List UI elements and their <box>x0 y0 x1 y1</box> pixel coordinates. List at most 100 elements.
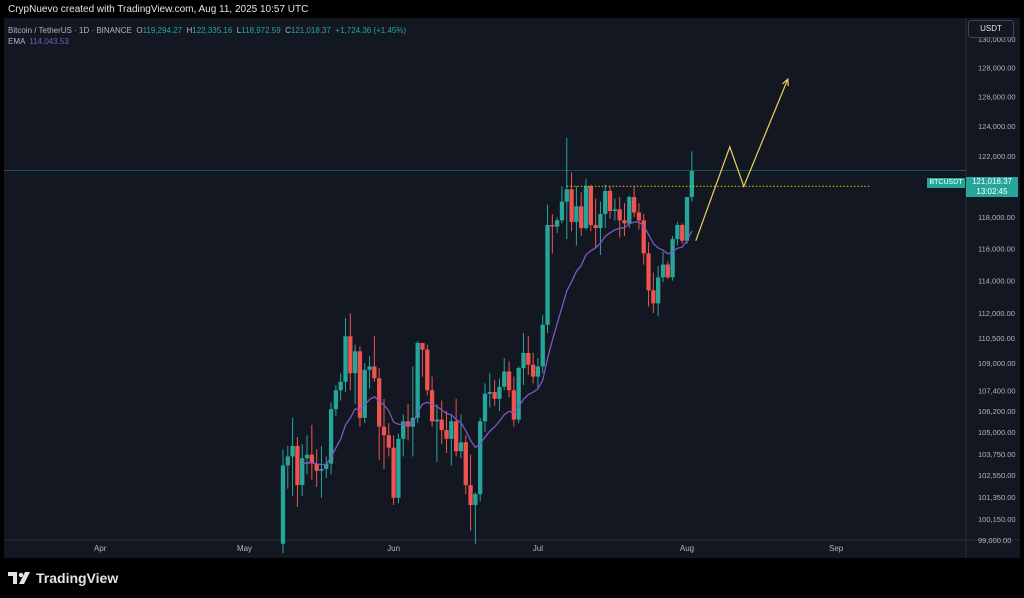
candle-body <box>449 421 454 439</box>
candle-body <box>559 201 565 221</box>
price-tick-label: 122,000.00 <box>978 152 1016 161</box>
candle-body <box>627 197 632 224</box>
price-tick-label: 124,000.00 <box>978 122 1016 131</box>
price-tick-label: 130,000.00 <box>978 35 1016 44</box>
candle-body <box>482 393 488 422</box>
candle-body <box>665 264 670 278</box>
candle-body <box>487 391 492 394</box>
candle-body <box>555 220 560 227</box>
candle-body <box>314 463 319 471</box>
last-price-value: 121,018.37 <box>971 177 1013 186</box>
time-tick-label: Apr <box>94 544 107 553</box>
price-tick-label: 106,200.00 <box>978 407 1016 416</box>
candle-body <box>357 351 363 418</box>
candle-body <box>333 390 339 410</box>
candle-body <box>603 190 608 215</box>
brand-name: TradingView <box>36 570 119 586</box>
candle-body <box>612 209 618 211</box>
candle-body <box>550 224 555 227</box>
candle-body <box>295 445 300 486</box>
price-tick-label: 99,000.00 <box>978 536 1011 545</box>
chart-canvas[interactable]: 130,000.00 128,000.00 126,000.00 124,000.00… <box>4 18 1020 558</box>
candle-body <box>372 366 377 379</box>
legend-symbol: Bitcoin / TetherUS · 1D · BINANCE <box>8 26 132 35</box>
last-price-tag: 121,018.37 13:02:45 <box>966 177 1018 197</box>
candle-body <box>646 253 651 291</box>
projection-arrowhead <box>782 77 789 87</box>
candle-body <box>377 378 382 427</box>
top-bar: CrypNuevo created with TradingView.com, … <box>0 0 1024 18</box>
tradingview-logo-icon <box>8 572 30 584</box>
candle-body <box>598 214 603 229</box>
brand-logo[interactable]: TradingView <box>8 570 118 586</box>
attribution-text: CrypNuevo created with TradingView.com, … <box>8 4 309 15</box>
candle-body <box>583 186 589 229</box>
candle-body <box>588 186 593 225</box>
candle-body <box>636 212 642 221</box>
candle-body <box>564 189 569 202</box>
candle-body <box>439 419 444 431</box>
price-tick-label: 110,500.00 <box>978 334 1015 343</box>
candle-body <box>506 371 512 391</box>
candle-body <box>545 224 550 325</box>
candle-body <box>656 277 661 304</box>
price-tick-label: 100,150.00 <box>978 515 1016 524</box>
candle-body <box>444 430 449 439</box>
candle-body <box>473 494 478 506</box>
candle-body <box>530 364 536 377</box>
countdown-value: 13:02:45 <box>976 187 1008 196</box>
candle-body <box>348 336 353 374</box>
time-tick-label: Aug <box>680 544 694 553</box>
candle-body <box>675 224 680 240</box>
candle-body <box>511 390 517 420</box>
price-tick-label: 102,550.00 <box>978 471 1016 480</box>
chart-area[interactable]: 130,000.00 128,000.00 126,000.00 124,000.00… <box>4 18 1020 558</box>
candle-body <box>574 206 579 222</box>
candle-body <box>641 220 646 254</box>
candle-body <box>579 206 584 229</box>
candle-body <box>328 409 334 464</box>
legend-line-1: Bitcoin / TetherUS · 1D · BINANCE O119,2… <box>8 26 407 35</box>
projection-path <box>695 78 789 241</box>
candle-body <box>521 352 526 369</box>
candle-body <box>478 421 483 495</box>
candle-body <box>434 419 440 422</box>
time-tick-label: May <box>237 544 252 553</box>
candle-body <box>401 421 406 439</box>
price-tick-label: 118,000.00 <box>978 213 1015 222</box>
currency-button[interactable]: USDT <box>968 20 1014 38</box>
candle-body <box>535 366 541 377</box>
price-tick-label: 105,000.00 <box>978 428 1016 437</box>
candle-body <box>689 171 694 198</box>
candle-body <box>617 209 622 221</box>
candle-body <box>569 189 574 222</box>
candle-body <box>622 220 627 224</box>
candle-body <box>396 438 401 498</box>
candle-body <box>670 239 675 278</box>
candle-body <box>300 458 305 486</box>
legend-ema-label: EMA <box>8 37 25 46</box>
candle-body <box>680 224 685 241</box>
candle-body <box>391 447 396 498</box>
candle-body <box>319 468 324 471</box>
chart-legend: Bitcoin / TetherUS · 1D · BINANCE O119,2… <box>8 25 406 47</box>
candle-body <box>516 368 521 420</box>
legend-change: +1,724.36 (+1.45%) <box>335 26 407 35</box>
time-tick-label: Jul <box>533 544 543 553</box>
candle-body <box>367 366 372 370</box>
legend-open: 119,294.27 <box>142 26 183 35</box>
candle-body <box>497 386 502 399</box>
candle-body <box>684 197 690 241</box>
candle-body <box>420 342 425 350</box>
candle-body <box>492 391 497 399</box>
candle-body <box>468 485 473 506</box>
price-tick-label: 101,350.00 <box>978 493 1016 502</box>
legend-ema-value: 114,043.53 <box>29 37 69 46</box>
price-tick-label: 112,000.00 <box>978 309 1015 318</box>
time-tick-label: Sep <box>829 544 844 553</box>
candle-body <box>607 190 613 211</box>
candle-body <box>280 465 286 544</box>
candle-body <box>458 442 464 452</box>
candle-body <box>338 381 343 391</box>
candle-body <box>540 324 545 367</box>
